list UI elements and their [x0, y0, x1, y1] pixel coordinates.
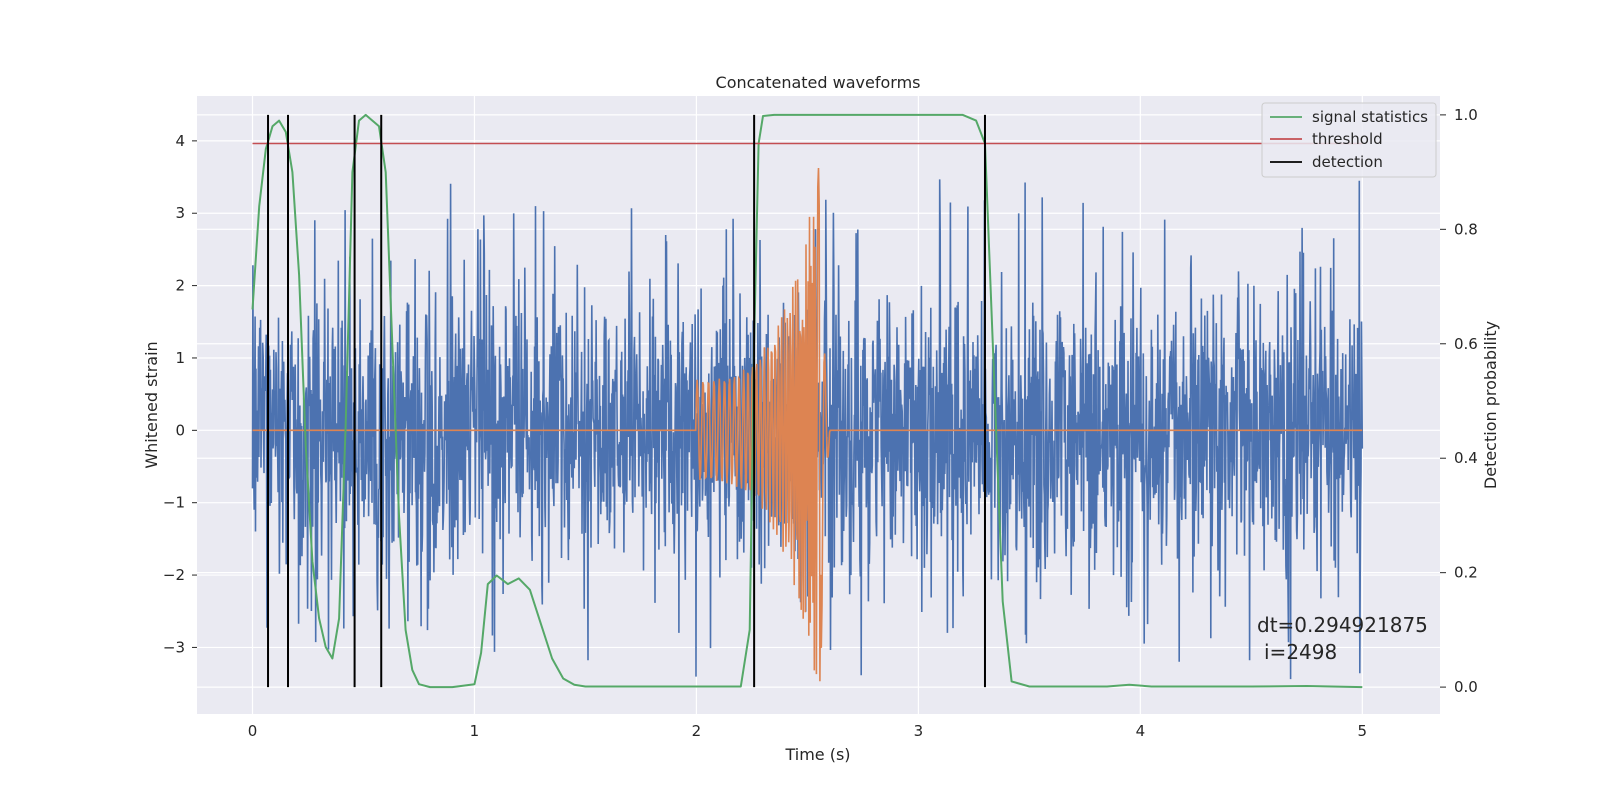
detection-series [267, 114, 986, 688]
legend-label-signal-statistics: signal statistics [1312, 108, 1428, 126]
x-tick-label: 3 [914, 722, 924, 740]
x-axis-title: Time (s) [784, 745, 850, 764]
signal-statistics-line [251, 113, 1363, 689]
y2-tick-label: 0.8 [1454, 220, 1478, 238]
x-tick-label: 5 [1358, 722, 1368, 740]
y2-tick-label: 0.2 [1454, 564, 1478, 582]
y2-tick-label: 1.0 [1454, 106, 1478, 124]
y2-tick-label: 0.6 [1454, 335, 1478, 353]
y-tick-label: 4 [175, 132, 185, 150]
legend-label-threshold: threshold [1312, 130, 1383, 148]
legend: signal statistics threshold detection [1261, 102, 1437, 178]
x-tick-label: 1 [470, 722, 480, 740]
y-tick-label: 1 [175, 349, 185, 367]
annotation-dt: dt=0.294921875 [1257, 613, 1428, 637]
signal-statistics-series [251, 113, 1363, 689]
tick-labels: 0 1 2 3 4 5 −3 −2 −1 0 1 2 3 4 0.0 0.2 0.4 0.6 0.8 1.0 [163, 106, 1478, 740]
x-tick-label: 0 [248, 722, 258, 740]
y-tick-label: −1 [163, 494, 185, 512]
legend-label-detection: detection [1312, 153, 1383, 171]
y-tick-label: −2 [163, 566, 185, 584]
y-tick-label: 3 [175, 204, 185, 222]
chart-title: Concatenated waveforms [716, 73, 921, 92]
x-tick-label: 2 [692, 722, 702, 740]
y2-axis-title: Detection probability [1481, 321, 1500, 489]
y-axis-title: Whitened strain [142, 341, 161, 468]
x-tick-label: 4 [1136, 722, 1146, 740]
y2-tick-label: 0.0 [1454, 678, 1478, 696]
y-tick-label: 0 [175, 421, 185, 439]
legend-box [1261, 102, 1437, 178]
y-tick-label: −3 [163, 638, 185, 656]
y2-tick-label: 0.4 [1454, 449, 1478, 467]
annotation-index: i=2498 [1264, 640, 1337, 664]
signal-waveform-line [252, 167, 1363, 682]
signal-waveform-series [252, 167, 1363, 682]
y-tick-label: 2 [175, 277, 185, 295]
